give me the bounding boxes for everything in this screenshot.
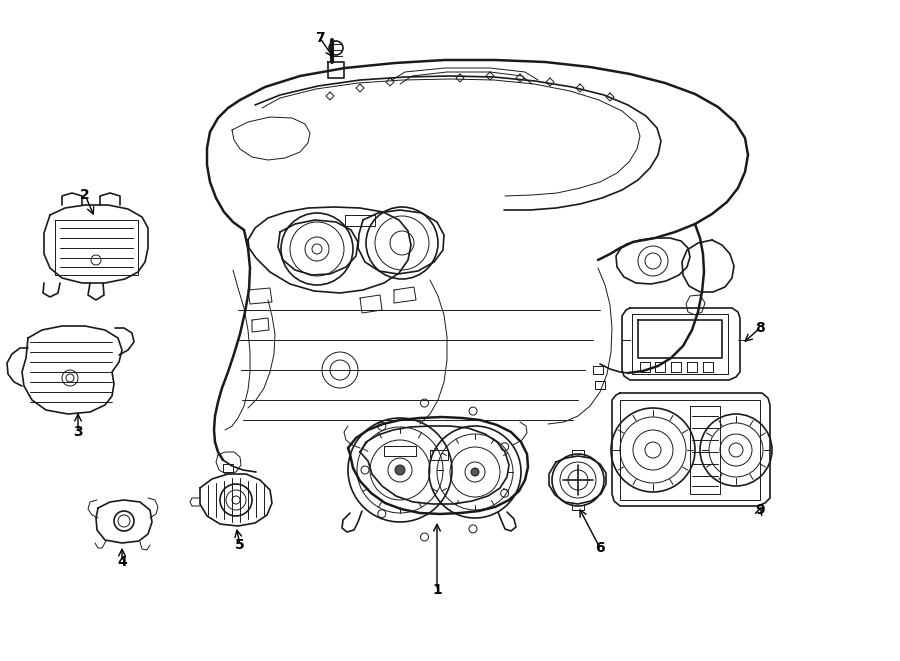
Text: 9: 9 — [755, 503, 765, 517]
Text: 3: 3 — [73, 425, 83, 439]
Circle shape — [395, 465, 405, 475]
Text: 1: 1 — [432, 583, 442, 597]
Text: 8: 8 — [755, 321, 765, 335]
Text: 5: 5 — [235, 538, 245, 552]
Text: 7: 7 — [315, 31, 325, 45]
Circle shape — [471, 468, 479, 476]
Text: 6: 6 — [595, 541, 605, 555]
Text: 2: 2 — [80, 188, 90, 202]
Text: 4: 4 — [117, 555, 127, 569]
